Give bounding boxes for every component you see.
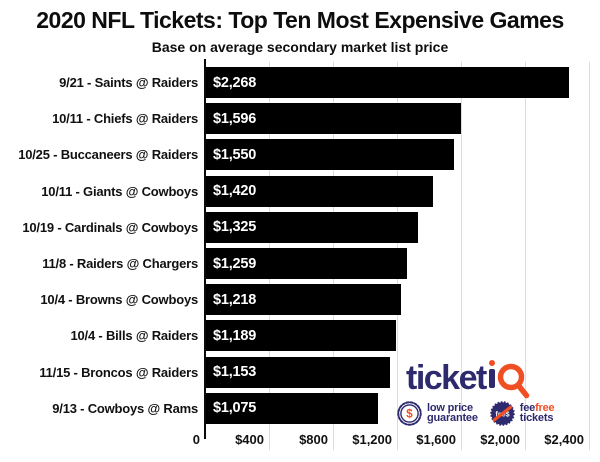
logo-letter-i <box>488 360 495 388</box>
category-label: 10/4 - Bills @ Raiders <box>70 328 199 344</box>
category-label: 10/19 - Cardinals @ Cowboys <box>22 219 198 235</box>
bar: $1,259 <box>206 248 408 279</box>
x-tick-label: $400 <box>235 432 264 447</box>
bar-value-label: $1,550 <box>213 146 257 163</box>
ticketiq-logo: ticket <box>406 351 531 399</box>
chart-subtitle: Base on average secondary market list pr… <box>151 39 449 55</box>
x-tick-label: $2,000 <box>480 432 520 447</box>
bar-value-label: $1,259 <box>213 255 257 272</box>
bar: $1,325 <box>206 211 418 243</box>
low-price-guarantee-label: low price guarantee <box>427 401 478 424</box>
category-label: 10/11 - Giants @ Cowboys <box>41 183 198 199</box>
bar-value-label: $1,153 <box>213 364 257 381</box>
bar: $1,153 <box>206 356 391 388</box>
badge-line1: low price <box>427 401 473 414</box>
bar-value-label: $1,420 <box>213 183 257 200</box>
badge-line2: tickets <box>519 412 554 424</box>
gridline <box>525 62 526 450</box>
bar-value-label: $1,075 <box>213 400 257 417</box>
bar: $1,420 <box>206 175 434 207</box>
logo-i-dot <box>488 360 495 366</box>
bar-value-label: $2,268 <box>213 74 257 91</box>
bar-value-label: $1,596 <box>213 110 257 127</box>
category-label: 10/11 - Chiefs @ Raiders <box>52 111 198 127</box>
category-label: 9/13 - Cowboys @ Rams <box>52 400 198 416</box>
bar: $2,268 <box>206 67 569 98</box>
category-label: 11/8 - Raiders @ Chargers <box>42 256 198 271</box>
bar: $1,596 <box>206 103 462 135</box>
category-label: 10/4 - Browns @ Cowboys <box>40 292 198 308</box>
x-tick-label: $1,600 <box>416 432 456 447</box>
x-tick-label: $800 <box>299 432 328 447</box>
fee-text: fee <box>519 401 536 414</box>
x-tick-label: $2,400 <box>544 432 584 447</box>
fee-free-tickets-label: feefree tickets <box>519 401 555 424</box>
y-axis-line <box>204 59 206 439</box>
bar-value-label: $1,218 <box>213 291 257 308</box>
gridline <box>589 62 590 450</box>
magnifier-q-icon <box>497 363 530 399</box>
bar: $1,550 <box>206 139 454 171</box>
chart-title: 2020 NFL Tickets: Top Ten Most Expensive… <box>36 7 564 33</box>
no-fee-icon: fee$ <box>489 400 515 426</box>
badge-line2: guarantee <box>427 412 478 424</box>
low-price-guarantee-badge: $ low price guarantee <box>396 400 478 427</box>
category-label: 9/21 - Saints @ Raiders <box>59 75 198 90</box>
fee-free-tickets-badge: fee$ feefree tickets <box>489 400 555 427</box>
category-label: 11/15 - Broncos @ Raiders <box>39 364 198 380</box>
x-tick-label: $1,200 <box>352 432 392 447</box>
bar: $1,189 <box>206 320 397 352</box>
dollar-seal-icon: $ <box>397 400 422 426</box>
gridline <box>461 62 462 450</box>
bar-value-label: $1,325 <box>213 219 257 236</box>
category-label: 10/25 - Buccaneers @ Raiders <box>18 147 198 163</box>
bar: $1,075 <box>206 392 378 424</box>
bar: $1,218 <box>206 284 401 316</box>
badge-line1: feefree <box>519 401 555 414</box>
free-text: free <box>535 401 555 414</box>
x-tick-label: 0 <box>192 432 200 447</box>
logo-badges: $ low price guarantee fee$ feefree ticke… <box>396 397 592 429</box>
logo-text-ticket: ticket <box>406 359 487 397</box>
bar-value-label: $1,189 <box>213 327 257 344</box>
svg-text:$: $ <box>406 408 413 420</box>
